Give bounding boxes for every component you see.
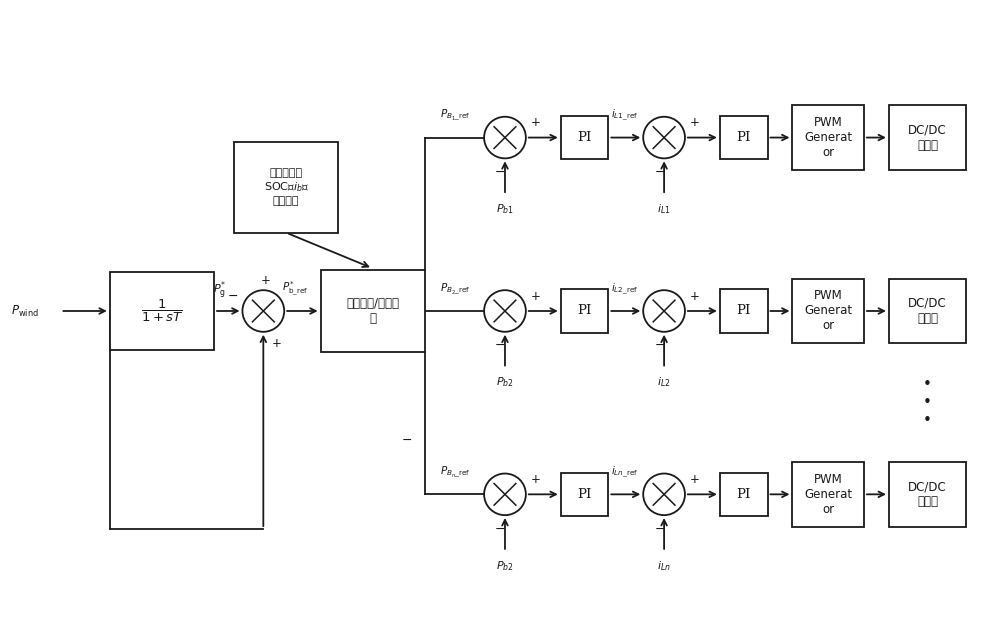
Bar (792, 106, 864, 170)
Circle shape (484, 290, 526, 332)
Circle shape (242, 290, 284, 332)
Text: $-$: $-$ (494, 165, 506, 178)
Bar (889, 279, 966, 343)
Text: PI: PI (577, 488, 592, 501)
Bar (561, 473, 608, 516)
Bar (110, 273, 214, 350)
Text: $P^{*}_{\mathrm{b\_ref}}$: $P^{*}_{\mathrm{b\_ref}}$ (282, 280, 308, 298)
Bar (792, 279, 864, 343)
Bar (321, 270, 425, 351)
Text: $P_{b1}$: $P_{b1}$ (496, 202, 514, 216)
Text: $P^{*}_{\mathrm{g}}$: $P^{*}_{\mathrm{g}}$ (213, 280, 226, 302)
Text: $i_{L2\_\mathrm{ref}}$: $i_{L2\_\mathrm{ref}}$ (611, 281, 638, 297)
Text: $P_{\mathrm{wind}}$: $P_{\mathrm{wind}}$ (11, 304, 39, 319)
Circle shape (643, 290, 685, 332)
Circle shape (484, 117, 526, 158)
Text: $P_{B_1\mathrm{\_ref}}$: $P_{B_1\mathrm{\_ref}}$ (440, 108, 470, 124)
Text: •: • (923, 413, 932, 428)
Text: $-$: $-$ (654, 165, 665, 178)
Text: +: + (531, 116, 541, 129)
Text: +: + (260, 274, 270, 287)
Text: PI: PI (736, 304, 751, 317)
Bar (234, 142, 338, 233)
Text: $i_{L1\_\mathrm{ref}}$: $i_{L1\_\mathrm{ref}}$ (611, 108, 638, 124)
Text: DC/DC
变换器: DC/DC 变换器 (908, 480, 947, 509)
Text: +: + (690, 289, 700, 302)
Text: 以每组电池
SOC及$i_b$为
约束条件: 以每组电池 SOC及$i_b$为 约束条件 (264, 168, 309, 206)
Bar (561, 289, 608, 333)
Text: 功率限定/功率分
配: 功率限定/功率分 配 (346, 297, 399, 325)
Bar (889, 462, 966, 527)
Bar (720, 116, 768, 160)
Text: PWM
Generat
or: PWM Generat or (804, 116, 852, 159)
Text: $\dfrac{1}{1+sT}$: $\dfrac{1}{1+sT}$ (141, 298, 183, 324)
Text: $-$: $-$ (494, 338, 506, 351)
Text: +: + (690, 473, 700, 486)
Text: +: + (271, 337, 281, 350)
Text: PI: PI (736, 131, 751, 144)
Text: DC/DC
变换器: DC/DC 变换器 (908, 297, 947, 325)
Text: DC/DC
变换器: DC/DC 变换器 (908, 124, 947, 152)
Text: $-$: $-$ (654, 338, 665, 351)
Text: $i_{Ln}$: $i_{Ln}$ (657, 559, 671, 573)
Circle shape (643, 474, 685, 515)
Text: PWM
Generat
or: PWM Generat or (804, 473, 852, 516)
Text: +: + (531, 473, 541, 486)
Text: •: • (923, 378, 932, 392)
Bar (720, 473, 768, 516)
Bar (561, 116, 608, 160)
Circle shape (643, 117, 685, 158)
Bar (792, 462, 864, 527)
Text: $P_{b2}$: $P_{b2}$ (496, 376, 514, 389)
Text: PWM
Generat
or: PWM Generat or (804, 289, 852, 332)
Text: $i_{L2}$: $i_{L2}$ (657, 376, 671, 389)
Text: +: + (690, 116, 700, 129)
Text: PI: PI (736, 488, 751, 501)
Text: PI: PI (577, 304, 592, 317)
Text: +: + (531, 289, 541, 302)
Text: $i_{Ln\_\mathrm{ref}}$: $i_{Ln\_\mathrm{ref}}$ (611, 465, 638, 480)
Bar (720, 289, 768, 333)
Text: $P_{B_n\mathrm{\_ref}}$: $P_{B_n\mathrm{\_ref}}$ (440, 465, 470, 480)
Text: PI: PI (577, 131, 592, 144)
Text: •: • (923, 395, 932, 410)
Text: $-$: $-$ (401, 433, 413, 446)
Text: $i_{L1}$: $i_{L1}$ (657, 202, 671, 216)
Circle shape (484, 474, 526, 515)
Text: $-$: $-$ (494, 522, 506, 535)
Text: $P_{b2}$: $P_{b2}$ (496, 559, 514, 573)
Text: $P_{B_2\mathrm{\_ref}}$: $P_{B_2\mathrm{\_ref}}$ (440, 281, 470, 297)
Text: $-$: $-$ (227, 289, 238, 302)
Text: $-$: $-$ (654, 522, 665, 535)
Bar (889, 106, 966, 170)
